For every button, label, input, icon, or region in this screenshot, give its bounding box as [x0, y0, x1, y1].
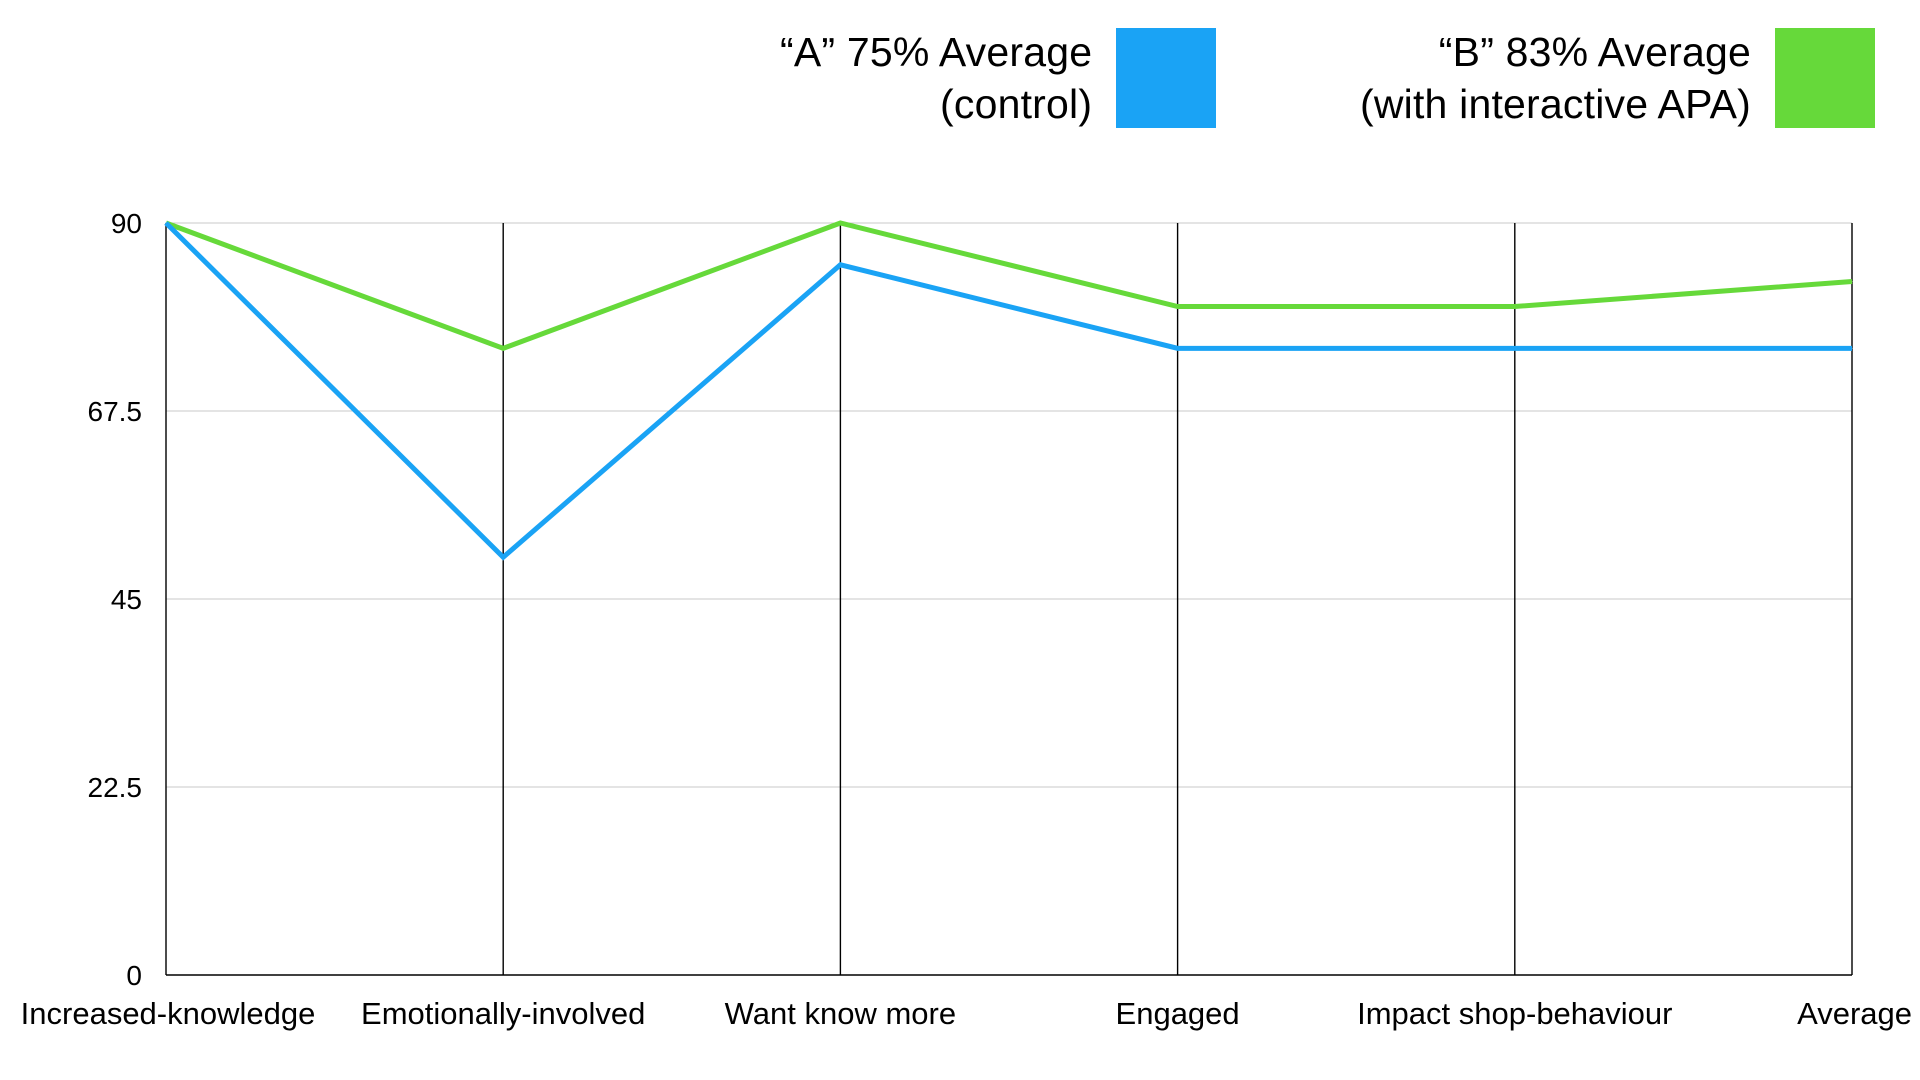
series-a-point [165, 222, 167, 224]
legend-label-b-line-1: “B” 83% Average [1438, 29, 1751, 75]
legend-label-a-line-2: (control) [940, 81, 1093, 127]
x-category-label: Emotionally-involved [361, 996, 645, 1031]
y-tick-label: 67.5 [88, 396, 143, 427]
y-tick-label: 0 [126, 960, 142, 991]
legend-label-a: “A” 75% Average (control) [780, 26, 1092, 130]
series-a-point [1177, 347, 1179, 349]
series-line-b [165, 220, 1853, 352]
legend-swatch-b [1775, 28, 1875, 128]
y-tick-label: 45 [111, 584, 142, 615]
series-b-point [502, 347, 504, 349]
series-a-point [1514, 347, 1516, 349]
legend-swatch-a [1116, 28, 1217, 128]
series-a-point [839, 264, 841, 266]
y-tick-label: 22.5 [88, 772, 143, 803]
series-a-point [1851, 347, 1853, 349]
series-line-a [164, 221, 1852, 561]
y-tick-label: 90 [111, 208, 142, 239]
x-category-label: Impact shop-behaviour [1357, 996, 1672, 1031]
legend-label-b: “B” 83% Average (with interactive APA) [1360, 26, 1751, 130]
series-b-point [839, 222, 841, 224]
series-b-point [1514, 306, 1516, 308]
series-a-point [502, 556, 504, 558]
x-category-label: Engaged [1116, 996, 1240, 1031]
x-category-label: Increased-knowledge [21, 996, 316, 1031]
legend-label-a-line-1: “A” 75% Average [780, 29, 1093, 75]
x-category-label: Want know more [725, 996, 956, 1031]
legend-entry-b: “B” 83% Average (with interactive APA) [1360, 26, 1875, 130]
series-b-point [1851, 280, 1853, 282]
x-category-label: Average [1797, 996, 1912, 1031]
series-b-point [1177, 306, 1179, 308]
legend-label-b-line-2: (with interactive APA) [1360, 81, 1751, 127]
legend-entry-a: “A” 75% Average (control) [780, 26, 1217, 130]
